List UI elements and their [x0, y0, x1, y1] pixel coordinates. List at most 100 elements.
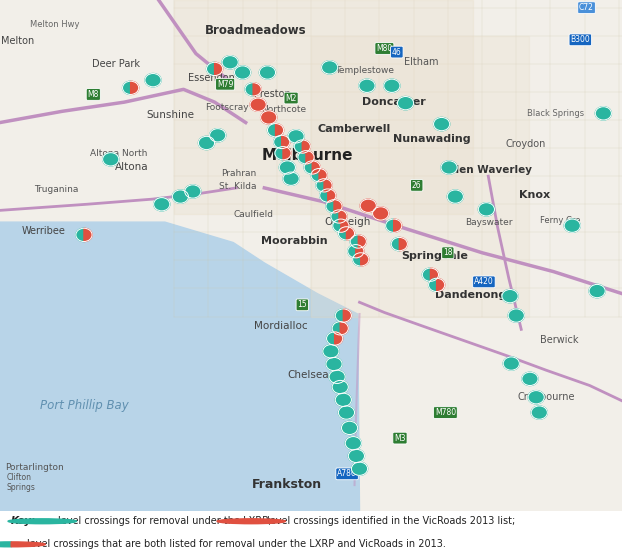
Circle shape [441, 161, 457, 174]
Circle shape [589, 284, 605, 297]
Wedge shape [358, 235, 366, 248]
Wedge shape [312, 161, 320, 174]
Wedge shape [253, 83, 261, 96]
Text: C72: C72 [579, 3, 594, 12]
Text: 15: 15 [297, 300, 307, 309]
Wedge shape [353, 253, 361, 266]
Text: Templestowe: Templestowe [335, 66, 394, 75]
Circle shape [154, 198, 170, 211]
Wedge shape [0, 542, 11, 547]
Circle shape [323, 345, 339, 358]
Text: Prahran: Prahran [221, 169, 256, 178]
Text: Frankston: Frankston [252, 477, 322, 491]
Circle shape [345, 437, 361, 450]
Wedge shape [245, 83, 253, 96]
Circle shape [373, 207, 389, 220]
Circle shape [322, 60, 338, 74]
Circle shape [595, 107, 611, 120]
Text: Broadmeadows: Broadmeadows [205, 24, 307, 37]
Text: level crossings for removal under the LXRP;: level crossings for removal under the LX… [58, 516, 272, 526]
Text: M8: M8 [88, 90, 99, 99]
Text: Camberwell: Camberwell [317, 124, 391, 134]
Wedge shape [391, 238, 399, 251]
Wedge shape [282, 135, 290, 149]
Bar [174, 0, 473, 214]
Text: level crossings identified in the VicRoads 2013 list;: level crossings identified in the VicRoa… [267, 516, 516, 526]
Text: Springvale: Springvale [401, 251, 468, 261]
Text: Oakleigh: Oakleigh [325, 217, 371, 227]
Text: Moorabbin: Moorabbin [261, 236, 328, 246]
Circle shape [360, 199, 376, 213]
Wedge shape [346, 226, 355, 240]
Text: Knox: Knox [519, 190, 550, 200]
Wedge shape [350, 235, 358, 248]
Text: Portarlington: Portarlington [5, 463, 63, 472]
Wedge shape [335, 332, 343, 345]
Circle shape [145, 73, 161, 87]
Wedge shape [319, 169, 327, 182]
Wedge shape [328, 189, 336, 202]
Wedge shape [326, 200, 334, 213]
Circle shape [8, 519, 77, 524]
Wedge shape [311, 169, 319, 182]
Circle shape [531, 406, 547, 419]
Circle shape [384, 79, 400, 93]
Text: Caulfield: Caulfield [233, 210, 273, 219]
Wedge shape [304, 161, 312, 174]
Text: St. Kilda: St. Kilda [219, 182, 256, 191]
Circle shape [329, 370, 345, 384]
Wedge shape [207, 62, 215, 75]
Wedge shape [275, 147, 283, 160]
Circle shape [522, 372, 538, 386]
Circle shape [397, 97, 414, 110]
Circle shape [341, 421, 358, 435]
Circle shape [185, 185, 201, 198]
Wedge shape [302, 140, 310, 153]
Circle shape [564, 219, 580, 233]
Text: Deer Park: Deer Park [92, 59, 140, 69]
Circle shape [503, 357, 519, 370]
Text: Ferny Cre: Ferny Cre [540, 216, 580, 225]
Circle shape [447, 190, 463, 203]
Circle shape [261, 111, 277, 124]
Wedge shape [334, 200, 342, 213]
Circle shape [502, 290, 518, 303]
Circle shape [279, 161, 295, 174]
Circle shape [478, 203, 494, 216]
Circle shape [172, 190, 188, 203]
Circle shape [210, 129, 226, 142]
Circle shape [332, 380, 348, 393]
Circle shape [250, 98, 266, 112]
Circle shape [103, 153, 119, 166]
Text: Chelsea: Chelsea [287, 370, 329, 380]
Text: Clifton
Springs: Clifton Springs [6, 473, 35, 492]
Text: Dandenong: Dandenong [435, 290, 507, 300]
Wedge shape [430, 268, 439, 281]
Circle shape [335, 393, 351, 406]
Text: Doncaster: Doncaster [362, 97, 425, 107]
Text: Melbourne: Melbourne [261, 148, 353, 163]
Wedge shape [306, 150, 314, 164]
Text: Melton Hwy: Melton Hwy [30, 20, 80, 29]
Text: Essendon: Essendon [188, 73, 234, 83]
Wedge shape [361, 253, 369, 266]
Wedge shape [84, 228, 92, 241]
Circle shape [528, 391, 544, 404]
Circle shape [434, 118, 450, 131]
Wedge shape [283, 147, 291, 160]
Wedge shape [340, 322, 348, 335]
Circle shape [217, 519, 285, 524]
Wedge shape [399, 238, 407, 251]
Wedge shape [335, 309, 343, 322]
Text: Altona North: Altona North [90, 149, 147, 158]
Wedge shape [298, 150, 306, 164]
Wedge shape [276, 124, 284, 137]
Wedge shape [338, 226, 346, 240]
Text: Truganina: Truganina [34, 185, 78, 194]
Circle shape [338, 406, 355, 419]
Wedge shape [11, 542, 45, 547]
Bar [311, 36, 529, 316]
Text: Melton: Melton [1, 36, 34, 46]
Wedge shape [327, 332, 335, 345]
Circle shape [326, 357, 342, 371]
